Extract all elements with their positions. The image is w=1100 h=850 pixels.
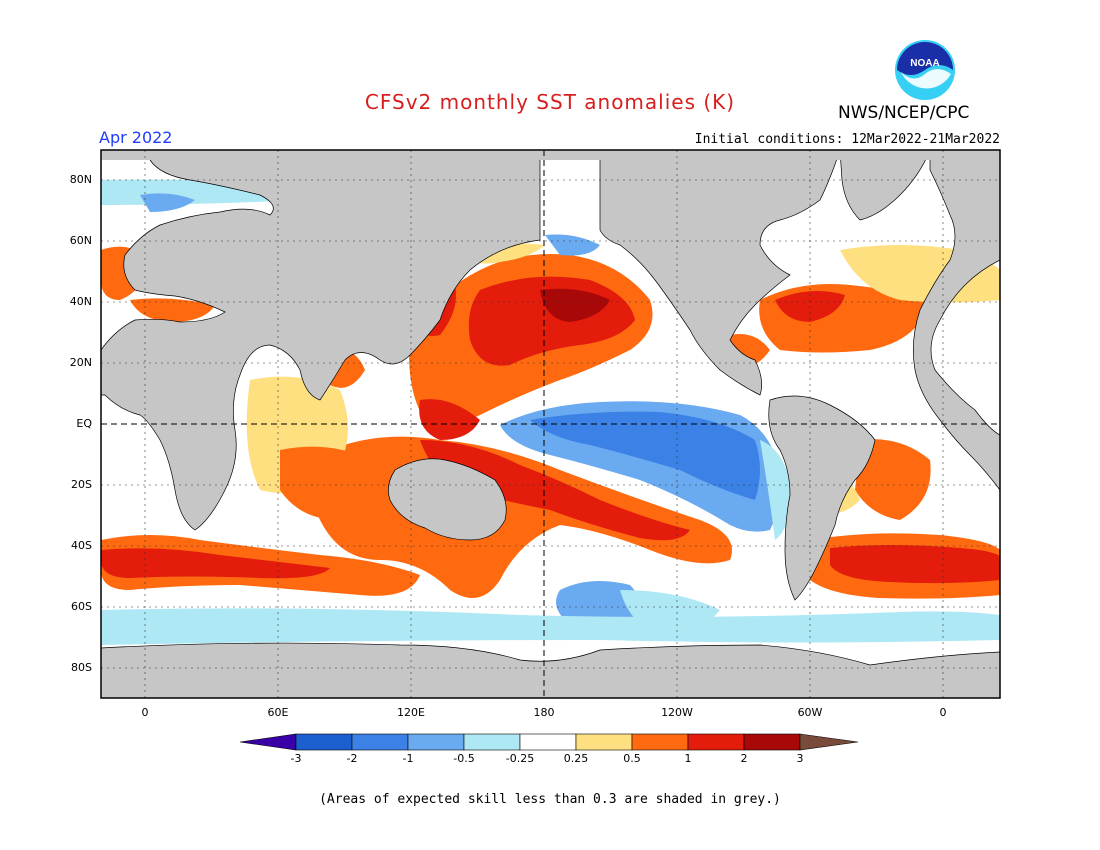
- lon-label: 0: [141, 706, 149, 719]
- colorbar-segment: [743, 733, 801, 751]
- colorbar-tick-label: 0.25: [563, 752, 589, 765]
- land-south-america: [768, 395, 876, 601]
- colorbar-segment: [463, 733, 521, 751]
- colorbar-arrow-low: [239, 733, 297, 751]
- lon-label: 60E: [267, 706, 289, 719]
- colorbar-tick-label: 2: [740, 752, 748, 765]
- warm-east-indian-ocean: [280, 446, 372, 520]
- lon-label: 120W: [661, 706, 693, 719]
- colorbar-segment: [519, 733, 577, 751]
- land-greenland: [839, 150, 931, 221]
- warm-south-atlantic: [855, 439, 931, 520]
- lat-label: 80N: [69, 173, 92, 186]
- lat-label: 60S: [71, 600, 92, 613]
- colorbar-segment: [687, 733, 745, 751]
- strong-warm-band-south-atlantic: [830, 545, 1000, 584]
- light-cool-fringe-pacific: [760, 440, 792, 540]
- colorbar: [239, 733, 859, 751]
- land-antarctica: [101, 642, 1000, 698]
- cool-bering-region: [545, 234, 600, 256]
- noaa-logo: NOAA: [893, 38, 957, 106]
- lat-label: EQ: [76, 417, 92, 430]
- strong-warm-sw-pacific: [420, 440, 690, 541]
- logo-text: NOAA: [910, 58, 939, 69]
- lat-label: 20S: [71, 478, 92, 491]
- colorbar-tick-label: -1: [402, 752, 414, 765]
- colorbar-arrow-high: [799, 733, 859, 751]
- land-europe-africa-right: [913, 150, 1000, 491]
- colorbar-segment: [295, 733, 353, 751]
- land-australia: [388, 458, 507, 541]
- colorbar-segment: [575, 733, 633, 751]
- lon-label: 60W: [797, 706, 823, 719]
- land-eurasia-africa: [101, 150, 541, 531]
- lat-label: 60N: [69, 234, 92, 247]
- colorbar-tick-label: 0.5: [623, 752, 641, 765]
- strong-warm-maritime-continent: [419, 399, 480, 440]
- strong-warm-band-southern-indian: [101, 548, 330, 579]
- agency-label: NWS/NCEP/CPC: [838, 103, 970, 123]
- initial-conditions: Initial conditions: 12Mar2022-21Mar2022: [694, 132, 1000, 147]
- colorbar-tick-label: -3: [290, 752, 302, 765]
- colorbar-segment: [351, 733, 409, 751]
- colorbar-tick-label: -0.25: [505, 752, 535, 765]
- light-cool-southern-ocean: [101, 608, 1000, 645]
- lat-label: 40N: [69, 295, 92, 308]
- colorbar-tick-label: 1: [684, 752, 692, 765]
- colorbar-segment: [631, 733, 689, 751]
- lon-label: 180: [533, 706, 555, 719]
- colorbar-tick-label: 3: [796, 752, 804, 765]
- lat-label: 80S: [71, 661, 92, 674]
- colorbar-tick-label: -2: [346, 752, 358, 765]
- lat-label: 40S: [71, 539, 92, 552]
- graticule: [101, 150, 1000, 698]
- lon-label: 120E: [397, 706, 425, 719]
- lat-label: 20N: [69, 356, 92, 369]
- strong-cool-equatorial-pacific: [530, 411, 760, 500]
- colorbar-segment: [407, 733, 465, 751]
- chart-title: CFSv2 monthly SST anomalies (K): [364, 90, 736, 114]
- land-arctic-sea-ice: [101, 150, 1000, 160]
- valid-month: Apr 2022: [99, 128, 173, 147]
- lon-label: 0: [939, 706, 947, 719]
- cool-norwegian-sea: [140, 193, 195, 212]
- very-warm-core-north-pacific: [540, 288, 610, 322]
- colorbar-tick-label: -0.5: [453, 752, 475, 765]
- skill-footnote: (Areas of expected skill less than 0.3 a…: [319, 792, 781, 807]
- land-north-america: [599, 150, 841, 396]
- map-frame: [100, 149, 1001, 699]
- warm-mediterranean: [130, 298, 215, 322]
